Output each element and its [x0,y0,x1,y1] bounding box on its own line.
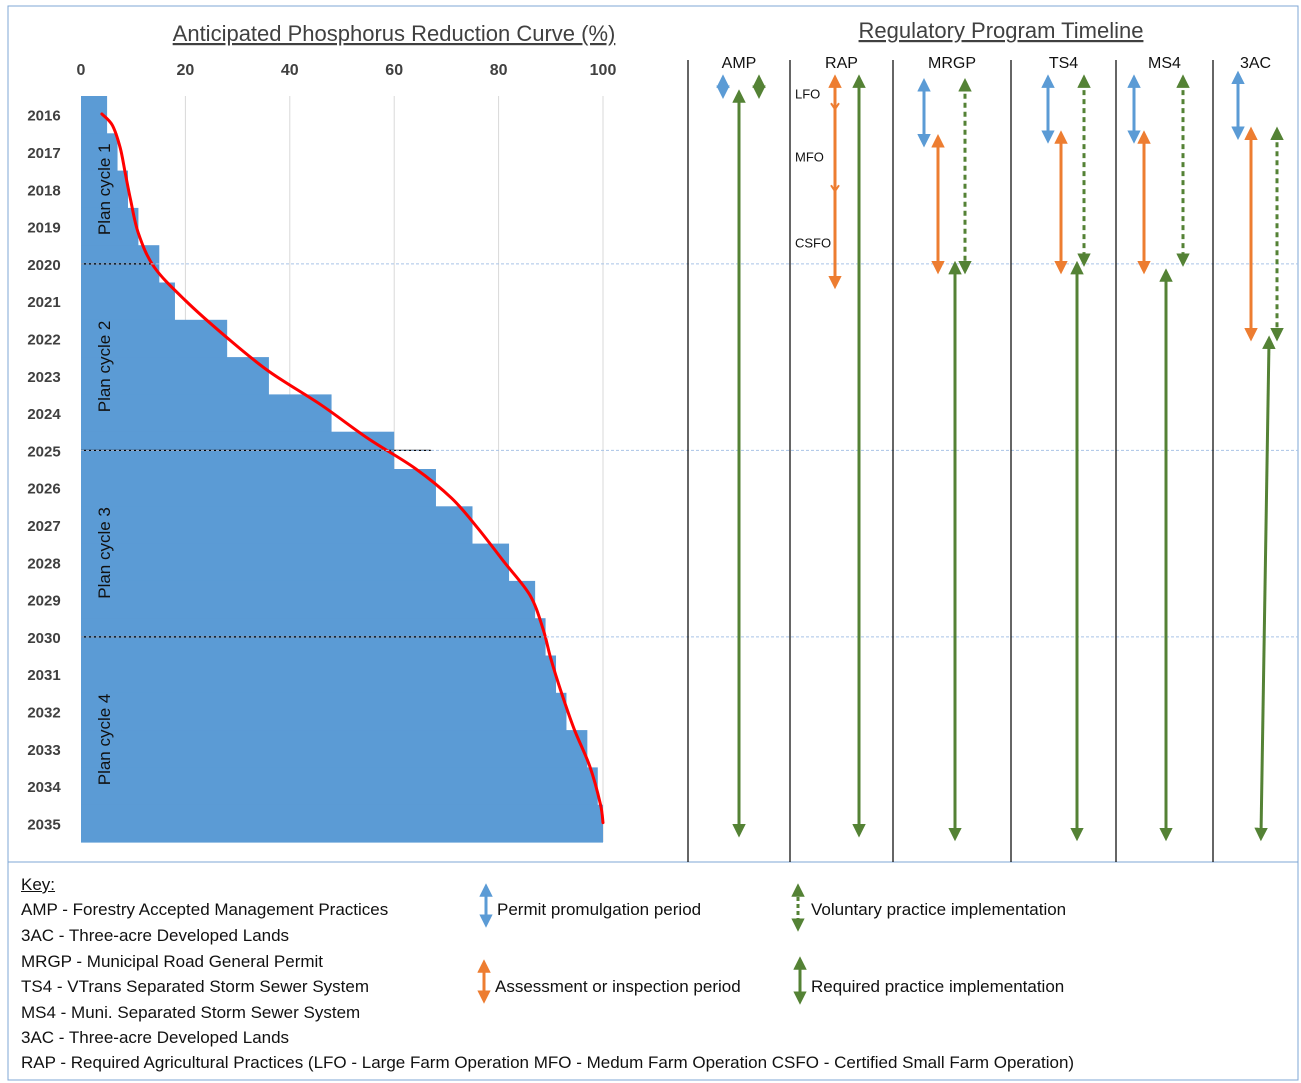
x-tick-label: 60 [385,62,403,79]
program-header: 3AC [1240,55,1271,72]
y-tick-label: 2022 [27,331,60,348]
3ac-required-arrow [1254,335,1276,842]
program-header: TS4 [1049,55,1078,72]
key-icons [477,883,807,1005]
y-tick-label: 2027 [27,518,60,535]
y-tick-label: 2016 [27,108,60,125]
plan-cycle-label: Plan cycle 4 [95,694,114,786]
rap-sub-label: CSFO [795,235,831,250]
program-header: AMP [722,55,757,72]
program-header: RAP [825,55,858,72]
y-tick-label: 2033 [27,742,60,759]
x-tick-label: 40 [281,62,299,79]
plan-cycle-label: Plan cycle 3 [95,507,114,599]
program-header: MRGP [928,55,976,72]
bar [81,506,473,545]
reduction-chart: Anticipated Phosphorus Reduction Curve (… [27,21,616,843]
rap-segment-tick [830,184,840,194]
program-header: MS4 [1148,55,1181,72]
x-tick-label: 20 [177,62,195,79]
y-tick-label: 2031 [27,667,60,684]
y-tick-label: 2026 [27,481,60,498]
bar [81,543,510,582]
bar [81,319,228,358]
y-tick-label: 2030 [27,630,60,647]
y-tick-label: 2023 [27,369,60,386]
x-tick-label: 100 [590,62,617,79]
reduction-chart-title: Anticipated Phosphorus Reduction Curve (… [173,21,616,46]
rap-sub-label: LFO [795,86,820,101]
bar [81,692,567,731]
reduction-curve [100,112,605,825]
y-tick-label: 2034 [27,779,61,796]
bar [81,469,436,507]
bar [81,357,269,395]
bar [81,282,175,321]
figure-frame [7,5,1299,1081]
bar [81,730,588,768]
plan-cycle-label: Plan cycle 1 [95,143,114,235]
bar [81,170,128,209]
bar [81,580,536,619]
bar [81,394,332,433]
bar [81,655,557,694]
bar [81,767,598,806]
rap-sub-label: MFO [795,150,824,165]
bar [81,133,118,172]
plan-cycle-label: Plan cycle 2 [95,321,114,413]
y-tick-label: 2021 [27,294,60,311]
regulatory-timeline: Regulatory Program Timeline AMP RAP MRGP TS… [81,18,1298,862]
y-tick-label: 2017 [27,145,60,162]
x-tick-label: 80 [490,62,508,79]
y-tick-label: 2024 [27,406,61,423]
y-tick-label: 2025 [27,443,60,460]
y-tick-label: 2020 [27,257,60,274]
y-tick-label: 2035 [27,816,60,833]
y-tick-label: 2028 [27,555,60,572]
bar [81,804,603,843]
y-tick-label: 2032 [27,704,60,721]
y-tick-label: 2019 [27,220,60,237]
timeline-title: Regulatory Program Timeline [859,18,1144,43]
y-tick-label: 2018 [27,182,60,199]
rap-segment-tick [830,102,840,111]
bar [81,207,139,246]
y-tick-label: 2029 [27,593,60,610]
x-tick-label: 0 [77,62,86,79]
